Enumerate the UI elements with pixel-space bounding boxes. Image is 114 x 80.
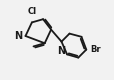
- Text: N: N: [14, 31, 22, 41]
- Text: Cl: Cl: [27, 7, 36, 16]
- Text: N: N: [57, 46, 65, 56]
- Text: Br: Br: [89, 45, 100, 54]
